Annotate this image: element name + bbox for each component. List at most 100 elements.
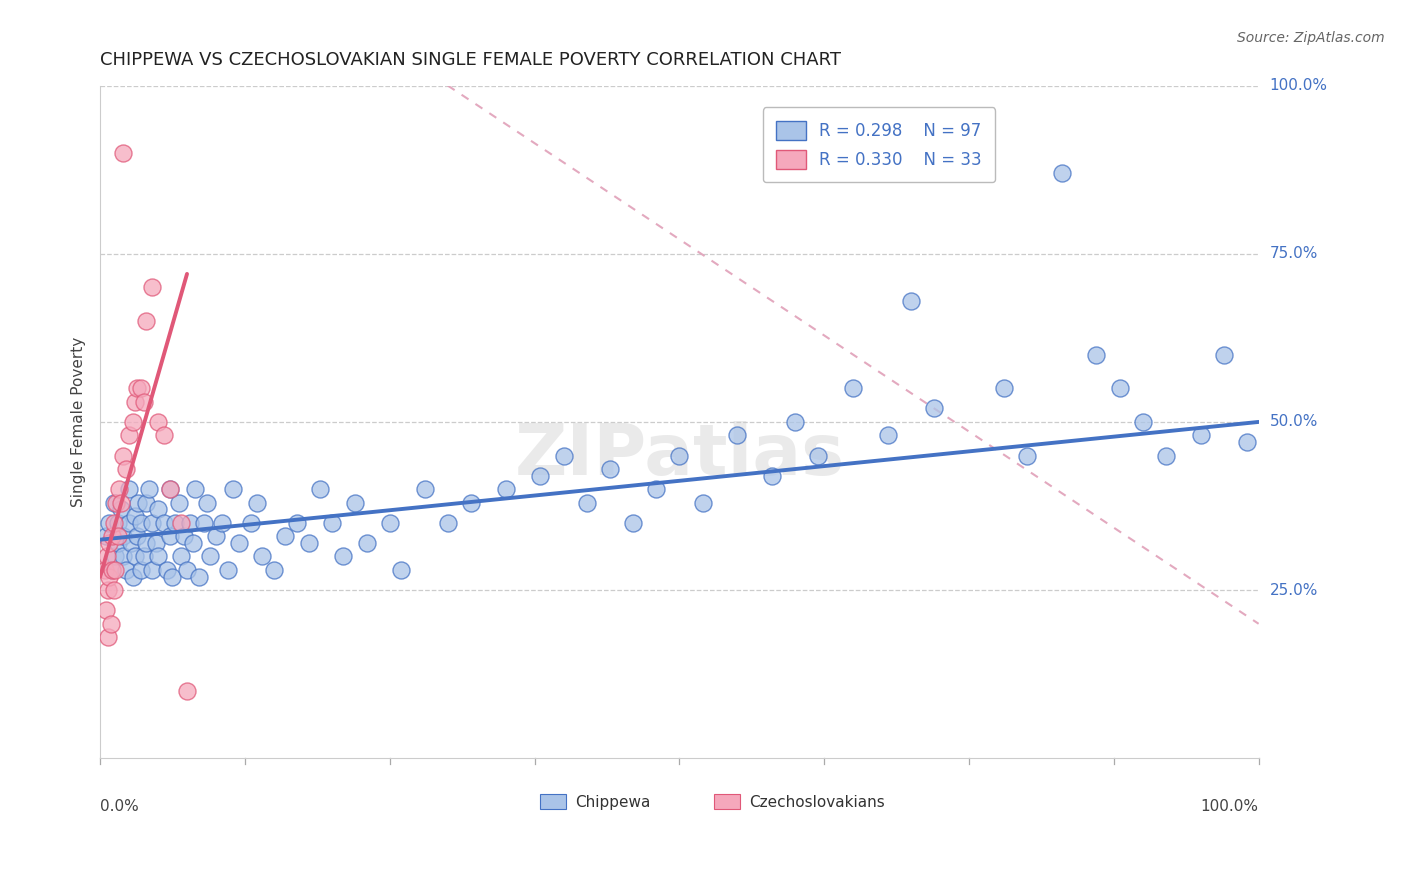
Point [621, 516, 644, 530]
Point [211, 516, 233, 530]
Point [127, 529, 149, 543]
Point [153, 428, 176, 442]
Point [263, 563, 285, 577]
Point [495, 482, 517, 496]
Text: ZIPatlas: ZIPatlas [515, 421, 845, 490]
Text: 75.0%: 75.0% [1270, 246, 1317, 261]
Point [100, 616, 122, 631]
Point [134, 394, 156, 409]
Point [1212, 348, 1234, 362]
Point [114, 462, 136, 476]
Point [146, 549, 169, 564]
Point [114, 563, 136, 577]
Point [107, 536, 129, 550]
Point [118, 516, 141, 530]
Point [343, 496, 366, 510]
Point [298, 536, 321, 550]
Point [413, 482, 436, 496]
Point [198, 549, 221, 564]
Point [529, 468, 551, 483]
Point [98, 570, 121, 584]
Point [103, 516, 125, 530]
Point [173, 529, 195, 543]
Point [141, 280, 163, 294]
Text: 100.0%: 100.0% [1270, 78, 1327, 93]
Point [124, 549, 146, 564]
Point [187, 570, 209, 584]
Point [1015, 449, 1038, 463]
Point [121, 570, 143, 584]
Point [94, 563, 117, 577]
Point [436, 516, 458, 530]
Point [222, 482, 245, 496]
Text: 25.0%: 25.0% [1270, 582, 1317, 598]
Text: Czechoslovakians: Czechoslovakians [749, 795, 884, 810]
Point [135, 536, 157, 550]
Point [110, 502, 132, 516]
Point [135, 314, 157, 328]
Point [100, 563, 122, 577]
Point [1189, 428, 1212, 442]
Point [124, 509, 146, 524]
Point [645, 482, 668, 496]
Legend: R = 0.298    N = 97, R = 0.330    N = 33: R = 0.298 N = 97, R = 0.330 N = 33 [763, 107, 995, 183]
Point [153, 516, 176, 530]
Point [129, 563, 152, 577]
Point [957, 159, 980, 173]
Point [159, 529, 181, 543]
Point [193, 516, 215, 530]
Point [141, 516, 163, 530]
Point [252, 549, 274, 564]
Point [156, 563, 179, 577]
Point [159, 482, 181, 496]
Point [159, 482, 181, 496]
Point [97, 630, 120, 644]
Point [118, 428, 141, 442]
Text: 100.0%: 100.0% [1201, 798, 1258, 814]
Point [274, 529, 297, 543]
Point [146, 502, 169, 516]
Text: 0.0%: 0.0% [100, 798, 139, 814]
Point [100, 529, 122, 543]
Point [120, 536, 142, 550]
Point [205, 529, 228, 543]
Point [135, 496, 157, 510]
Point [460, 496, 482, 510]
Point [112, 529, 135, 543]
Point [129, 381, 152, 395]
Point [104, 549, 127, 564]
Point [98, 536, 121, 550]
Text: Chippewa: Chippewa [575, 795, 651, 810]
Point [217, 563, 239, 577]
Point [127, 381, 149, 395]
Point [160, 570, 183, 584]
Point [842, 381, 865, 395]
Point [146, 415, 169, 429]
Point [176, 563, 198, 577]
Point [900, 293, 922, 308]
Point [181, 536, 204, 550]
Point [103, 496, 125, 510]
Point [356, 536, 378, 550]
Point [112, 145, 135, 160]
Point [599, 462, 621, 476]
Point [553, 449, 575, 463]
Point [1085, 348, 1108, 362]
Point [94, 603, 117, 617]
Point [179, 516, 201, 530]
Point [121, 415, 143, 429]
Point [96, 549, 118, 564]
Point [176, 684, 198, 698]
Point [110, 496, 132, 510]
Point [922, 401, 945, 416]
Point [1108, 381, 1130, 395]
Point [807, 449, 830, 463]
Point [1132, 415, 1154, 429]
Point [145, 536, 167, 550]
Point [107, 529, 129, 543]
Point [118, 482, 141, 496]
Point [165, 516, 187, 530]
Text: Source: ZipAtlas.com: Source: ZipAtlas.com [1237, 31, 1385, 45]
Point [138, 482, 160, 496]
FancyBboxPatch shape [714, 794, 740, 809]
